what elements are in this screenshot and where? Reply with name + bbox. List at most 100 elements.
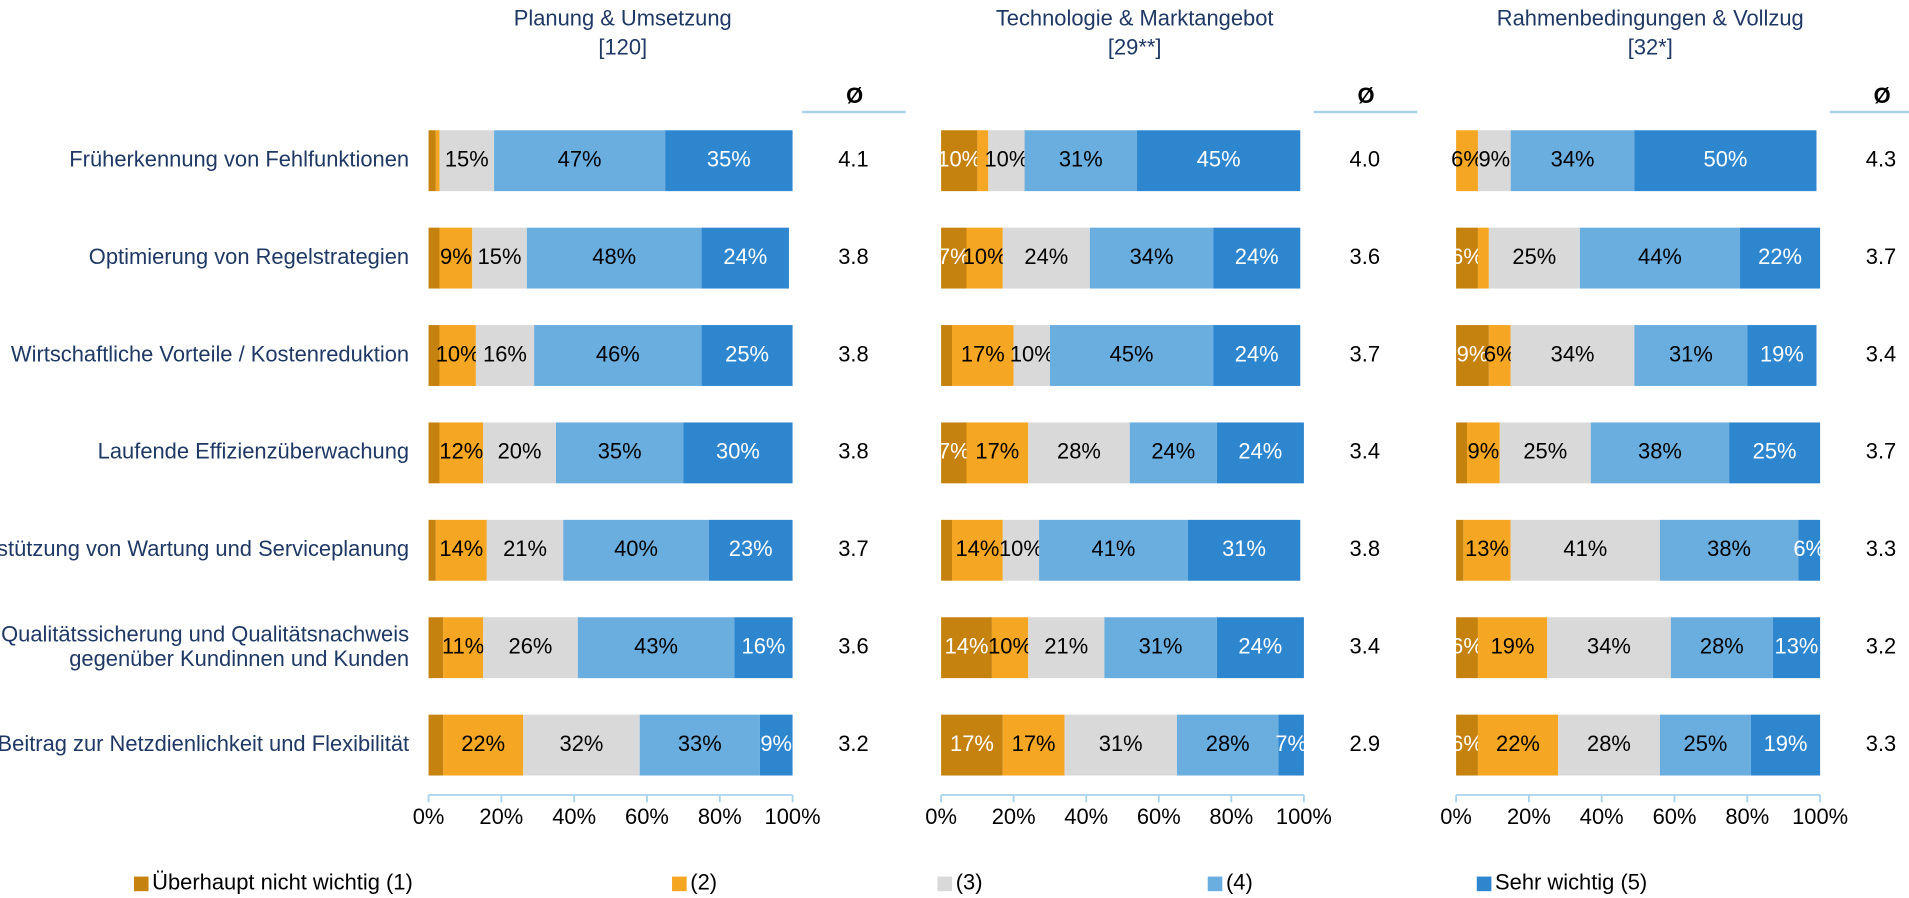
mean-value: 4.0 — [1350, 146, 1380, 171]
value-label: 6% — [1484, 341, 1516, 366]
bar-segment — [1039, 519, 1188, 581]
bar-segment — [1463, 519, 1511, 581]
x-tick-label: 40% — [1580, 804, 1624, 829]
mean-value: 3.4 — [1350, 439, 1380, 464]
bar-segment — [1477, 227, 1489, 289]
bar-segment — [1002, 714, 1065, 776]
value-label: 24% — [1024, 244, 1068, 269]
bar-segment — [555, 422, 684, 484]
bar-segment — [941, 422, 967, 484]
bar-segment — [472, 227, 527, 289]
bar-segment — [1002, 519, 1040, 581]
bar-segment — [1798, 519, 1821, 581]
bar-segment — [683, 422, 793, 484]
x-tick-label: 0% — [413, 804, 445, 829]
x-tick-label: 20% — [479, 804, 523, 829]
bar-segment — [1028, 422, 1130, 484]
value-label: 19% — [1760, 341, 1804, 366]
bar-segment — [941, 519, 952, 581]
x-tick-label: 60% — [1137, 804, 1181, 829]
panel-subtitle: [32*] — [1628, 34, 1673, 59]
category-label: Beitrag zur Netzdienlichkeit und Flexibi… — [0, 731, 409, 756]
bar-segment — [1213, 325, 1301, 386]
value-label: 25% — [1753, 439, 1797, 464]
x-tick-label: 0% — [1440, 804, 1472, 829]
value-label: 14% — [945, 633, 989, 658]
bar-segment — [941, 227, 967, 289]
bar-segment — [1064, 714, 1177, 776]
value-label: 14% — [955, 536, 999, 561]
x-tick-label: 40% — [1064, 804, 1108, 829]
value-label: 31% — [1099, 731, 1143, 756]
mean-header: Ø — [846, 83, 863, 108]
bar-segment — [435, 519, 487, 581]
value-label: 50% — [1704, 146, 1748, 171]
mean-value: 3.8 — [838, 439, 868, 464]
bar-segment — [966, 422, 1029, 484]
value-label: 45% — [1110, 341, 1154, 366]
bar-segment — [1187, 519, 1301, 581]
legend-label: (4) — [1226, 870, 1253, 895]
value-label: 11% — [442, 633, 484, 658]
bar-segment — [428, 714, 444, 776]
bar-segment — [1456, 130, 1478, 192]
bar-segment — [1477, 130, 1511, 192]
bar-segment — [1013, 325, 1050, 386]
bar-segment — [734, 617, 793, 679]
legend-swatch — [1476, 876, 1492, 892]
mean-header: Ø — [1357, 83, 1374, 108]
panel-title: Rahmenbedingungen & Vollzug — [1497, 5, 1804, 30]
category-label: Unterstützung von Wartung und Servicepla… — [0, 536, 409, 561]
bar-segment — [428, 325, 440, 386]
mean-value: 3.4 — [1866, 341, 1896, 366]
value-label: 22% — [461, 731, 505, 756]
value-label: 34% — [1130, 244, 1174, 269]
bar-segment — [1456, 617, 1478, 679]
bar-segment — [435, 130, 440, 192]
bar-segment — [1750, 714, 1821, 776]
bar-segment — [443, 617, 484, 679]
value-label: 9% — [1478, 146, 1510, 171]
mean-value: 3.4 — [1350, 633, 1380, 658]
bar-segment — [1670, 617, 1773, 679]
bar-segment — [1510, 130, 1635, 192]
value-label: 48% — [592, 244, 636, 269]
bar-segment — [1002, 227, 1090, 289]
bar-segment — [439, 227, 473, 289]
value-label: 31% — [1222, 536, 1266, 561]
bar-segment — [483, 617, 578, 679]
mean-value: 3.7 — [1350, 341, 1380, 366]
value-label: 34% — [1587, 633, 1631, 658]
bar-segment — [639, 714, 760, 776]
mean-value: 3.7 — [1866, 244, 1896, 269]
value-label: 38% — [1638, 439, 1682, 464]
bar-segment — [494, 130, 666, 192]
bar-segment — [1024, 130, 1138, 192]
value-label: 19% — [1764, 731, 1808, 756]
bar-segment — [1659, 714, 1751, 776]
x-tick-label: 100% — [765, 804, 821, 829]
category-label: Früherkennung von Fehlfunktionen — [69, 146, 409, 171]
value-label: 26% — [509, 633, 553, 658]
bar-segment — [988, 130, 1025, 192]
bar-segment — [1747, 325, 1817, 386]
bar-segment — [1510, 325, 1635, 386]
value-label: 10% — [1010, 341, 1054, 366]
x-tick-label: 40% — [552, 804, 596, 829]
value-label: 25% — [1512, 244, 1556, 269]
mean-value: 3.8 — [1350, 536, 1380, 561]
value-label: 28% — [1700, 633, 1744, 658]
bar-segment — [701, 227, 789, 289]
bar-segment — [1456, 227, 1478, 289]
value-label: 17% — [975, 439, 1019, 464]
value-label: 31% — [1669, 341, 1713, 366]
bar-segment — [428, 617, 444, 679]
bar-segment — [1216, 422, 1304, 484]
bar-segment — [1558, 714, 1660, 776]
bar-segment — [534, 325, 702, 386]
bar-segment — [439, 422, 484, 484]
bar-segment — [1488, 227, 1580, 289]
value-label: 24% — [1238, 439, 1282, 464]
bar-segment — [563, 519, 709, 581]
